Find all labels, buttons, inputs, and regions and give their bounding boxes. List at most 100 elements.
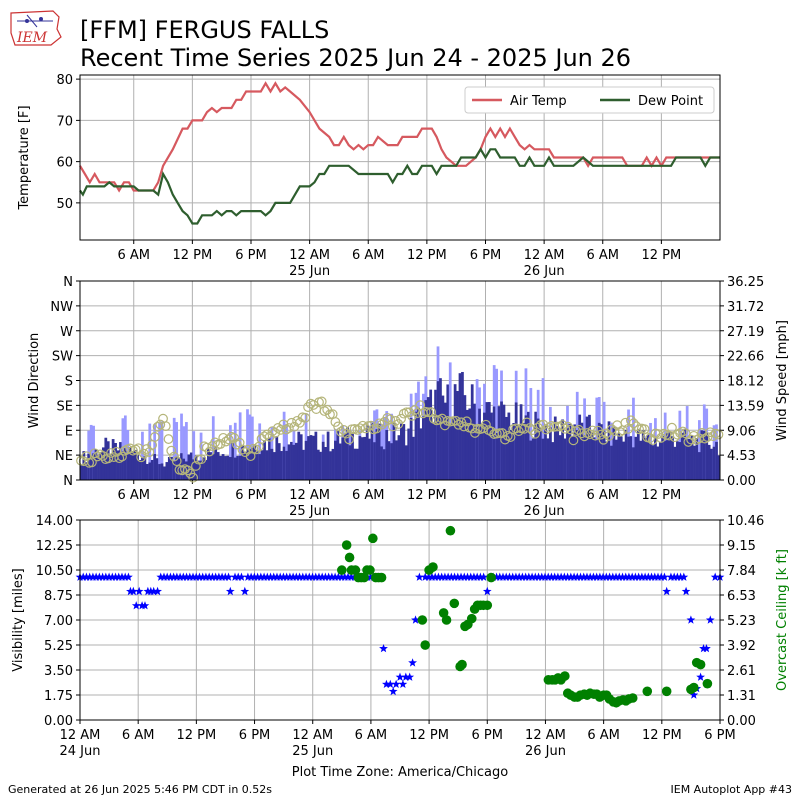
visibility-point: [198, 572, 208, 581]
wind-speed-bar: [294, 442, 298, 480]
visibility-point: [120, 572, 130, 581]
temp-xtick-label: 12 AM: [289, 248, 330, 263]
visibility-point: [101, 572, 111, 581]
wind-speed-bar: [622, 441, 626, 480]
visibility-point: [211, 572, 220, 581]
wind-speed-bar: [443, 402, 447, 480]
visibility-point: [398, 679, 408, 688]
wind-gust-bar: [141, 431, 144, 480]
ceiling-tick-label: 7.84: [727, 564, 756, 579]
visibility-point: [156, 572, 166, 581]
wind-speed-bar: [145, 463, 149, 480]
wind-speed-bar: [505, 416, 508, 480]
wind-speed-bar: [89, 455, 93, 480]
visibility-ylabel: Visibility [miles]: [11, 568, 26, 671]
visibility-point: [346, 572, 356, 581]
wind-dir-tick-label: SE: [57, 399, 73, 414]
wind-speed-bar: [636, 428, 640, 480]
wind-speed-bar: [216, 452, 220, 480]
ceiling-point: [417, 615, 428, 625]
wind-speed-bar: [270, 448, 274, 480]
wind-gust-bar: [158, 422, 161, 480]
wind-speed-bar: [165, 462, 169, 480]
ceiling-point: [344, 552, 355, 563]
visibility-point: [627, 572, 637, 581]
temp-xtick-label: 6 PM: [470, 248, 501, 263]
wind-speed-bar: [480, 423, 484, 480]
wind-speed-bar: [651, 445, 655, 480]
vis-tick-label: 3.50: [44, 664, 73, 679]
wind-speed-bar: [84, 462, 88, 480]
ceiling-tick-label: 10.46: [727, 514, 764, 529]
wind-dir-tick-label: N: [63, 275, 73, 290]
wind-dir-point: [675, 428, 686, 438]
visibility-point: [440, 572, 450, 581]
wind-speed-bar: [378, 423, 381, 480]
visibility-point: [185, 572, 195, 581]
visibility-point: [117, 572, 127, 581]
wind-speed-bar: [490, 412, 494, 480]
wind-speed-bar: [478, 408, 481, 480]
ceiling-tick-label: 0.00: [727, 714, 756, 729]
visibility-point: [524, 572, 534, 581]
temp-xtick-label: 12 AM: [524, 248, 565, 263]
wind-speed-bar: [258, 454, 262, 480]
wind-speed-bar: [558, 435, 562, 480]
wind-speed-bar: [436, 381, 440, 480]
ceiling-point: [482, 600, 493, 611]
wind-dir-point: [390, 416, 401, 426]
wind-speed-bar: [468, 408, 472, 480]
vis-xtick-label: 12 AM: [60, 728, 101, 743]
wind-speed-bar: [549, 427, 552, 480]
vis-xtick-label: 6 AM: [355, 728, 388, 743]
visibility-point: [686, 615, 696, 624]
wind-speed-bar: [680, 432, 684, 480]
svg-text:IEM: IEM: [16, 30, 48, 46]
wind-dir-point: [117, 451, 127, 462]
vis-xtick-date: 26 Jun: [525, 744, 566, 759]
vis-xtick-label: 6 AM: [122, 728, 155, 743]
ceiling-tick-label: 1.31: [727, 689, 756, 704]
wind-dir-point: [95, 449, 106, 460]
wind-speed-bar: [529, 440, 533, 480]
wind-speed-bar: [717, 455, 721, 480]
wind-speed-bar: [123, 448, 127, 480]
visibility-point: [191, 572, 201, 581]
visibility-point: [463, 572, 472, 581]
ceiling-point: [365, 565, 375, 575]
visibility-point: [262, 572, 272, 581]
wind-speed-bar: [353, 448, 357, 480]
visibility-point: [85, 572, 95, 581]
wind-speed-bar: [649, 443, 652, 480]
temp-ytick-label: 60: [56, 156, 73, 171]
wind-speed-bar: [133, 449, 137, 480]
wind-dir-point: [251, 444, 261, 455]
visibility-point: [282, 572, 291, 581]
ceiling-point: [466, 613, 477, 624]
wind-dir-point: [713, 429, 724, 440]
wind-speed-bar: [463, 395, 467, 480]
visibility-point: [104, 572, 114, 581]
visibility-point: [246, 572, 256, 581]
wind-dir-point: [196, 454, 207, 465]
wind-speed-bar: [141, 457, 144, 480]
wind-speed-bar: [282, 446, 286, 480]
visibility-point: [230, 572, 240, 581]
wind-dir-point: [587, 425, 598, 436]
wind-dir-tick-label: N: [63, 474, 73, 489]
visibility-point: [401, 672, 411, 681]
wind-speed-bar: [285, 450, 288, 480]
temp-ytick-label: 70: [56, 114, 73, 129]
wind-speed-bar: [600, 424, 604, 480]
visibility-point: [572, 572, 582, 581]
visibility-point: [111, 572, 120, 581]
wind-speed-bar: [676, 441, 679, 480]
visibility-point: [511, 572, 521, 581]
legend-label-dew: Dew Point: [638, 94, 703, 109]
wind-speed-bar: [607, 421, 611, 480]
wind-speed-bar: [595, 439, 599, 480]
wind-speed-bar: [392, 422, 396, 480]
wind-speed-bar: [177, 458, 181, 480]
wind-dir-point: [409, 405, 420, 416]
visibility-point: [285, 572, 295, 581]
